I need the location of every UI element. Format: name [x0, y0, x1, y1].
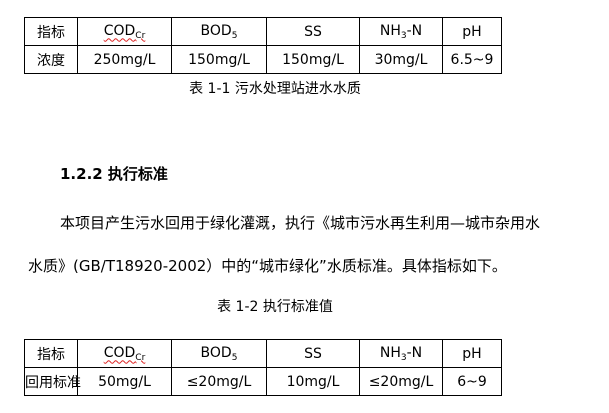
- table-caption-2: 表 1-2 执行标准值: [217, 299, 333, 315]
- header-cell: 指标: [24, 339, 78, 368]
- paragraph-line: 水质》(GB/T18920-2002）中的“城市绿化”水质标准。具体指标如下。: [28, 257, 507, 275]
- header-cell: pH: [442, 339, 502, 368]
- table-cell: 6.5~9: [442, 45, 502, 74]
- table-caption-1: 表 1-1 污水处理站进水水质: [189, 81, 361, 97]
- table-row: 回用标准 50mg/L ≤20mg/L 10mg/L ≤20mg/L 6~9: [24, 367, 502, 396]
- table-cell: ≤20mg/L: [171, 367, 267, 396]
- standard-values-table: 指标 CODCr BOD5 SS NH3-N pH 回用标准 50mg/L ≤2…: [24, 339, 502, 396]
- table-cell: 50mg/L: [77, 367, 172, 396]
- table-cell: 6~9: [442, 367, 502, 396]
- header-cell: CODCr: [77, 339, 172, 368]
- table-cell: 回用标准: [24, 367, 81, 396]
- header-cell: pH: [442, 17, 502, 46]
- table-row: 浓度 250mg/L 150mg/L 150mg/L 30mg/L 6.5~9: [24, 45, 502, 74]
- table-header-row: 指标 CODCr BOD5 SS NH3-N pH: [24, 17, 502, 46]
- header-cell: CODCr: [77, 17, 172, 46]
- table-cell: 250mg/L: [77, 45, 172, 74]
- table-cell: 150mg/L: [266, 45, 360, 74]
- header-cell: BOD5: [171, 17, 267, 46]
- table-header-row: 指标 CODCr BOD5 SS NH3-N pH: [24, 339, 502, 368]
- header-cell: NH3-N: [359, 17, 443, 46]
- header-cell: BOD5: [171, 339, 267, 368]
- paragraph-line: 本项目产生污水回用于绿化灌溉，执行《城市污水再生利用—城市杂用水: [60, 214, 541, 232]
- influent-quality-table: 指标 CODCr BOD5 SS NH3-N pH 浓度 250mg/L 150…: [24, 17, 502, 74]
- header-cell: SS: [266, 17, 360, 46]
- table-cell: 浓度: [24, 45, 78, 74]
- header-cell: SS: [266, 339, 360, 368]
- table-cell: 30mg/L: [359, 45, 443, 74]
- table-cell: 150mg/L: [171, 45, 267, 74]
- header-cell: NH3-N: [359, 339, 443, 368]
- section-heading: 1.2.2 执行标准: [60, 165, 168, 183]
- table-cell: 10mg/L: [266, 367, 360, 396]
- header-cell: 指标: [24, 17, 78, 46]
- table-cell: ≤20mg/L: [359, 367, 443, 396]
